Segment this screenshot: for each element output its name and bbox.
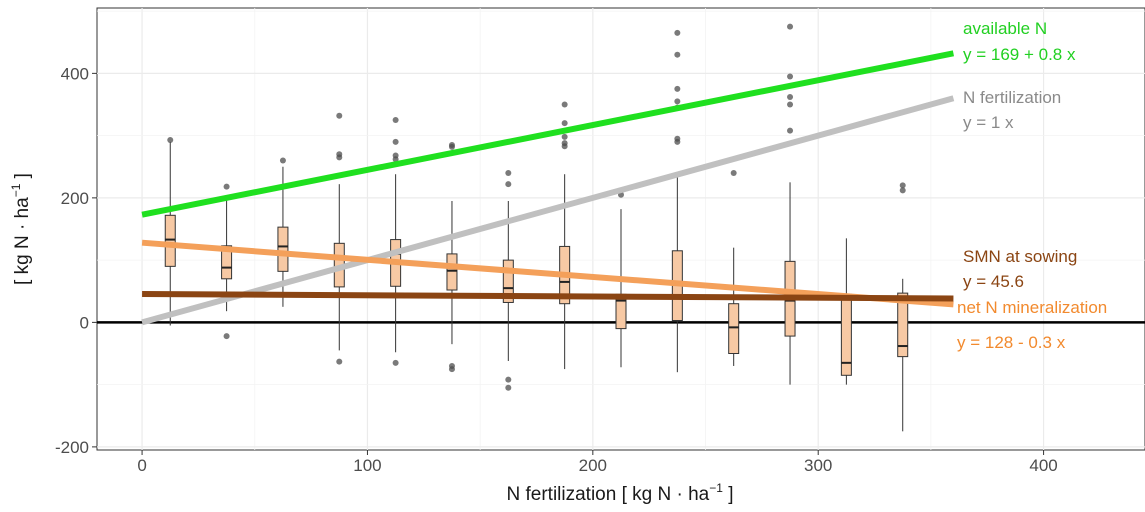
boxplot bbox=[897, 182, 909, 432]
y-tick-label: 400 bbox=[61, 64, 89, 83]
boxplot-outlier bbox=[561, 143, 568, 150]
boxplot-outlier bbox=[392, 138, 399, 145]
y-axis-title-end: ] bbox=[12, 173, 33, 184]
annotation-n-fertilization-equation: y = 1 x bbox=[963, 113, 1014, 132]
boxplot-outlier bbox=[674, 29, 681, 36]
annotation-n-fertilization-name: N fertilization bbox=[963, 88, 1061, 107]
x-tick-label: 200 bbox=[579, 456, 607, 475]
y-axis-title-superscript: −1 bbox=[9, 183, 23, 197]
boxplot-outlier bbox=[674, 85, 681, 92]
boxplot-outlier bbox=[336, 358, 343, 365]
line-n-fertilization bbox=[141, 95, 955, 326]
boxplot-outlier bbox=[392, 117, 399, 124]
boxplot-outlier bbox=[730, 169, 737, 176]
x-tick-label: 300 bbox=[804, 456, 832, 475]
y-axis-title-main: [ kg N · ha bbox=[12, 197, 33, 285]
x-axis-title: N fertilization [ kg N · ha−1 ] bbox=[507, 481, 734, 505]
boxplot-box bbox=[277, 226, 289, 272]
boxplot-outlier bbox=[223, 333, 230, 340]
y-axis-title: [ kg N · ha−1 ] bbox=[9, 173, 33, 285]
annotation-net-n-mineralization-equation: y = 128 - 0.3 x bbox=[957, 333, 1066, 352]
boxplot bbox=[728, 169, 740, 366]
annotation-smn-name: SMN at sowing bbox=[963, 247, 1077, 266]
boxplot-box bbox=[728, 303, 740, 355]
boxplot-outlier bbox=[505, 181, 512, 188]
boxplot-outlier bbox=[392, 359, 399, 366]
boxplot-outlier bbox=[505, 384, 512, 391]
boxplot bbox=[502, 169, 514, 391]
grid bbox=[97, 8, 1145, 450]
boxplot-outlier bbox=[787, 101, 794, 108]
boxplot-outlier bbox=[336, 112, 343, 119]
boxplot-outlier bbox=[279, 157, 286, 164]
y-tick-label: 0 bbox=[80, 313, 89, 332]
boxplot-box bbox=[221, 245, 233, 280]
line-smn-at-sowing bbox=[142, 290, 954, 302]
boxplot-outlier bbox=[561, 133, 568, 140]
boxplot-outlier bbox=[674, 51, 681, 58]
boxplot-outlier bbox=[505, 169, 512, 176]
y-tick-label: -200 bbox=[55, 438, 89, 457]
boxplot bbox=[446, 141, 458, 373]
annotation-available-n-equation: y = 169 + 0.8 x bbox=[963, 45, 1076, 64]
line-available-n bbox=[141, 50, 955, 218]
boxplot-box bbox=[446, 253, 458, 291]
line-net-n-mineralization bbox=[141, 239, 954, 308]
y-tick-label: 200 bbox=[61, 189, 89, 208]
boxplot-outlier bbox=[674, 138, 681, 145]
boxplot-outlier bbox=[392, 156, 399, 163]
boxplot bbox=[221, 183, 233, 340]
boxplot-outlier bbox=[561, 120, 568, 127]
boxplot-outlier bbox=[505, 376, 512, 383]
annotation-available-n-name: available N bbox=[963, 19, 1047, 38]
x-axis-title-superscript: −1 bbox=[709, 481, 723, 495]
boxplot-outlier bbox=[787, 127, 794, 134]
boxplot-outlier bbox=[787, 94, 794, 101]
boxplot-outlier bbox=[336, 154, 343, 161]
x-axis-title-end: ] bbox=[723, 484, 734, 505]
boxplot-outlier bbox=[787, 73, 794, 80]
boxplot-box bbox=[897, 292, 909, 358]
axes: 0 100 200 300 400 -200 0 200 400 bbox=[55, 64, 1058, 475]
boxplot bbox=[277, 157, 289, 307]
boxplot-outlier bbox=[448, 366, 455, 373]
x-tick-label: 400 bbox=[1029, 456, 1057, 475]
boxplot-outlier bbox=[787, 23, 794, 30]
boxplot-outlier bbox=[674, 98, 681, 105]
boxplot-outlier bbox=[899, 182, 906, 189]
x-axis-title-main: N fertilization [ kg N · ha bbox=[507, 484, 710, 505]
boxplot-outlier bbox=[167, 136, 174, 143]
boxplot-box bbox=[164, 214, 176, 267]
annotation-smn-equation: y = 45.6 bbox=[963, 272, 1024, 291]
x-tick-label: 0 bbox=[137, 456, 146, 475]
boxplot-outlier bbox=[223, 183, 230, 190]
boxplot-box bbox=[502, 259, 514, 303]
x-tick-label: 100 bbox=[353, 456, 381, 475]
regression-lines bbox=[141, 50, 955, 326]
annotation-net-n-mineralization-name: net N mineralization bbox=[957, 298, 1107, 317]
boxplot-outlier bbox=[448, 143, 455, 150]
boxplot-outlier bbox=[561, 101, 568, 108]
boxplot-outlier bbox=[899, 187, 906, 194]
